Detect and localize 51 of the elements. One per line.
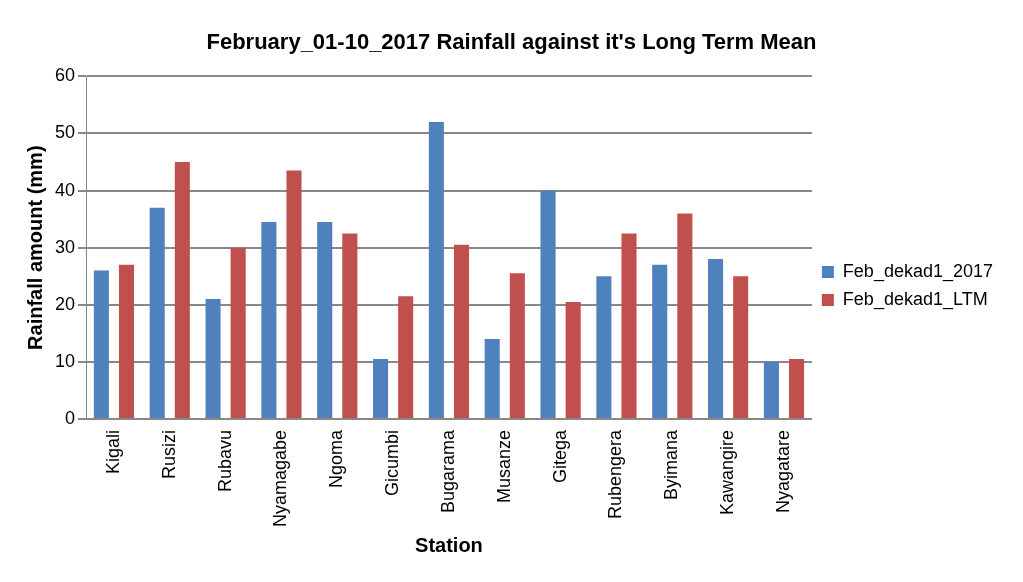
bar [484, 339, 500, 418]
y-tick-label: 10 [54, 350, 76, 371]
x-tick-label: Kawangire [717, 429, 738, 515]
x-tick-label: Rusizi [158, 429, 179, 479]
bar [677, 213, 693, 418]
x-tick-label: Bugarama [437, 428, 458, 513]
bar [149, 207, 165, 418]
y-tick-label: 40 [54, 179, 76, 200]
bar [398, 296, 414, 418]
x-tick-label: Byimana [661, 428, 682, 500]
x-tick-label: Gicumbi [382, 429, 403, 496]
x-tick-label: Rubengera [605, 428, 626, 520]
chart-title: February_01-10_2017 Rainfall against it's Long Term Mean [206, 29, 817, 55]
legend-label: Feb_dekad1_LTM [842, 288, 988, 310]
bar [230, 247, 246, 418]
bar [708, 259, 724, 418]
x-tick-label: Kigali [102, 429, 123, 474]
bar [596, 276, 612, 418]
bar [763, 361, 779, 418]
x-tick-label: Musanze [493, 429, 514, 503]
bar [286, 170, 302, 418]
bar [621, 233, 637, 418]
bar [428, 122, 444, 418]
bar [342, 233, 358, 418]
bar [205, 299, 221, 418]
bar [540, 190, 556, 418]
bar [565, 301, 581, 418]
bar [509, 273, 525, 418]
legend-label: Feb_dekad1_2017 [842, 260, 994, 282]
x-axis-title: Station [415, 533, 483, 556]
x-tick-label: Nyamagabe [270, 429, 291, 527]
bar [453, 244, 470, 418]
bar [652, 264, 668, 418]
x-tick-label: Nyagatare [772, 429, 793, 513]
bar [174, 162, 190, 418]
bar [733, 276, 749, 418]
bar [93, 270, 109, 418]
y-tick-label: 20 [54, 293, 76, 314]
bar [118, 264, 135, 418]
x-tick-label: Ngoma [326, 428, 347, 488]
y-tick-label: 50 [54, 122, 76, 143]
x-tick-label: Rubavu [214, 429, 235, 492]
bar [788, 359, 805, 418]
bar [373, 359, 389, 418]
y-tick-label: 30 [54, 236, 76, 257]
y-tick-label: 0 [65, 407, 76, 428]
y-tick-label: 60 [54, 65, 76, 86]
bar [317, 221, 333, 418]
x-tick-label: Gitega [549, 428, 570, 483]
y-axis-title: Rainfall amount (mm) [23, 145, 46, 350]
bar [261, 221, 277, 418]
